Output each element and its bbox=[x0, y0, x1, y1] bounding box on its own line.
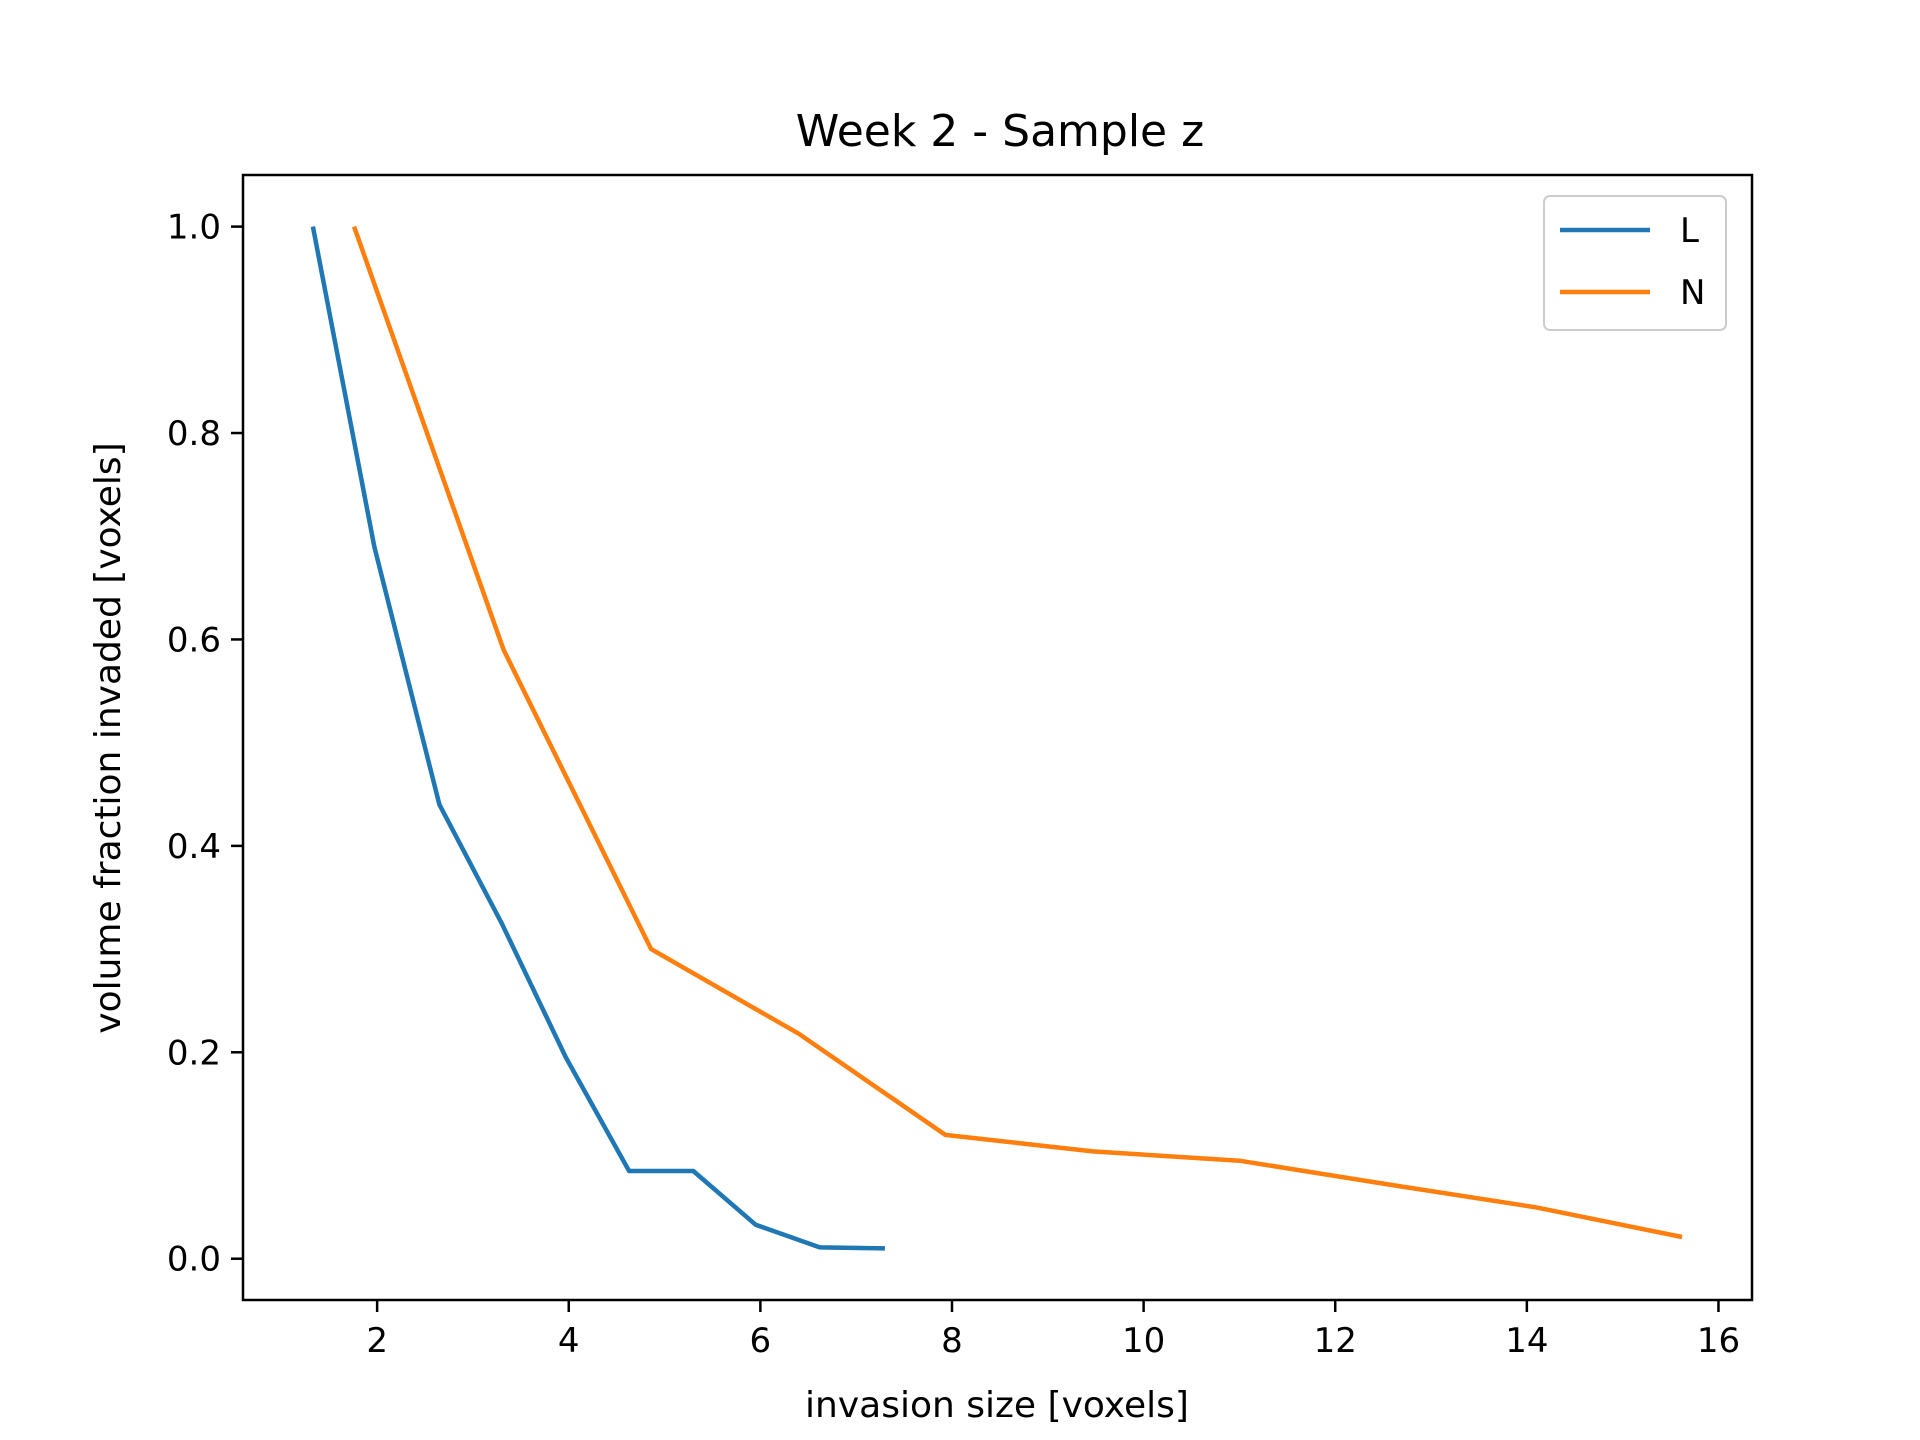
y-tick-label: 0.6 bbox=[167, 620, 221, 660]
x-tick-label: 4 bbox=[558, 1321, 580, 1361]
x-tick-label: 10 bbox=[1122, 1321, 1165, 1361]
x-tick-label: 12 bbox=[1314, 1321, 1357, 1361]
x-tick-label: 2 bbox=[366, 1321, 388, 1361]
legend-label-n: N bbox=[1680, 273, 1705, 313]
y-tick-label: 0.0 bbox=[167, 1240, 221, 1280]
legend: LN bbox=[1543, 195, 1727, 331]
y-tick-label: 0.2 bbox=[167, 1033, 221, 1073]
x-tick-label: 14 bbox=[1505, 1321, 1548, 1361]
x-tick-label: 8 bbox=[941, 1321, 963, 1361]
y-tick-label: 0.8 bbox=[167, 414, 221, 454]
y-tick-label: 0.4 bbox=[167, 827, 221, 867]
y-axis-label: volume fraction invaded [voxels] bbox=[88, 442, 129, 1033]
legend-label-l: L bbox=[1680, 211, 1699, 251]
x-tick-label: 6 bbox=[750, 1321, 772, 1361]
chart-title: Week 2 - Sample z bbox=[796, 106, 1204, 157]
x-axis-label: invasion size [voxels] bbox=[805, 1385, 1189, 1426]
axes-frame bbox=[241, 173, 1754, 1302]
axis-ticks: 2 4 6 8 10 12 14 16 0.0 0.2 0.4 0.6 0.8 1.0 bbox=[167, 208, 1740, 1361]
plot-area bbox=[310, 225, 1683, 1251]
y-tick-label: 1.0 bbox=[167, 208, 221, 248]
series-line-n bbox=[351, 225, 1683, 1240]
x-tick-label: 16 bbox=[1697, 1321, 1740, 1361]
series-line-l bbox=[310, 226, 885, 1251]
